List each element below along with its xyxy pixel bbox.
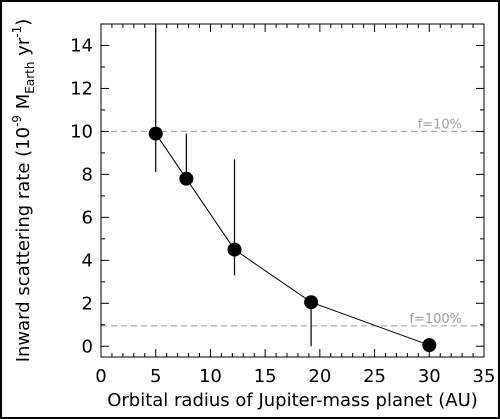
x-tick-label-0: 0 [95,366,106,387]
data-point-3 [304,295,319,310]
y-axis-label-sub: Earth [23,61,37,93]
reference-line-label-0: f=10% [418,117,462,132]
reference-line-label-1: f=100% [409,312,462,327]
y-tick-label-5: 10 [70,121,93,142]
y-axis-label-suffix: ) [13,19,34,26]
x-tick-label-2: 10 [199,366,222,387]
data-point-1 [179,171,194,186]
y-axis-label-mid: M [13,94,34,115]
y-tick-label-4: 8 [82,164,93,185]
plot-area [100,23,485,358]
data-point-4 [422,338,437,353]
y-tick-label-7: 14 [70,35,93,56]
x-tick-label-5: 25 [363,366,386,387]
y-tick-label-1: 2 [82,293,93,314]
x-tick-label-1: 5 [150,366,161,387]
y-axis-label-exp1: -9 [10,115,24,127]
x-tick-label-7: 35 [473,366,496,387]
y-tick-label-2: 4 [82,250,93,271]
y-tick-label-3: 6 [82,207,93,228]
y-tick-label-6: 12 [70,78,93,99]
x-tick-label-3: 15 [254,366,277,387]
data-point-2 [227,242,242,257]
x-tick-label-4: 20 [308,366,331,387]
y-axis-label-prefix: Inward scattering rate (10 [13,127,34,362]
series-line-0 [155,133,430,346]
x-axis-label: Orbital radius of Jupiter-mass planet (A… [107,390,478,411]
x-tick-label-6: 30 [418,366,441,387]
data-point-0 [148,126,163,141]
y-axis-label-exp2: -1 [10,26,24,38]
y-tick-label-0: 0 [82,336,93,357]
y-axis-label: Inward scattering rate (10-9 MEarth yr-1… [10,19,37,363]
y-axis-label-mid2: yr [13,37,34,61]
